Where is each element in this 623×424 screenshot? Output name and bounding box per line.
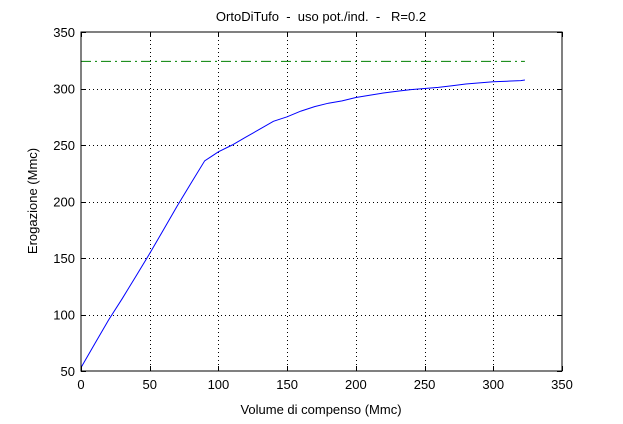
x-tick-label: 300: [482, 377, 504, 392]
y-tick-label: 100: [53, 308, 75, 323]
y-tick-label: 150: [53, 251, 75, 266]
x-tick-label: 250: [414, 377, 436, 392]
x-axis-label: Volume di compenso (Mmc): [240, 402, 401, 417]
y-tick-label: 50: [61, 364, 75, 379]
series-line-solid: [80, 79, 525, 368]
x-tick-label: 200: [345, 377, 367, 392]
series-group: [80, 60, 525, 368]
tick-marks: [81, 32, 563, 372]
grid-lines: [81, 32, 562, 371]
y-tick-label: 250: [53, 138, 75, 153]
y-tick-label: 300: [53, 82, 75, 97]
y-tick-label: 200: [53, 195, 75, 210]
x-tick-label: 350: [551, 377, 573, 392]
chart-title: OrtoDiTufo - uso pot./ind. - R=0.2: [216, 9, 426, 24]
x-tick-labels: 0 50 100 150 200 250 300 350: [77, 377, 572, 392]
x-tick-label: 0: [77, 377, 84, 392]
y-axis-label: Erogazione (Mmc): [25, 148, 40, 254]
y-tick-labels: 50 100 150 200 250 300 350: [53, 25, 75, 379]
x-tick-label: 100: [208, 377, 230, 392]
y-tick-label: 350: [53, 25, 75, 40]
plot-frame: [80, 31, 563, 372]
x-tick-label: 150: [276, 377, 298, 392]
x-tick-label: 50: [142, 377, 156, 392]
plot-background: [81, 32, 562, 371]
